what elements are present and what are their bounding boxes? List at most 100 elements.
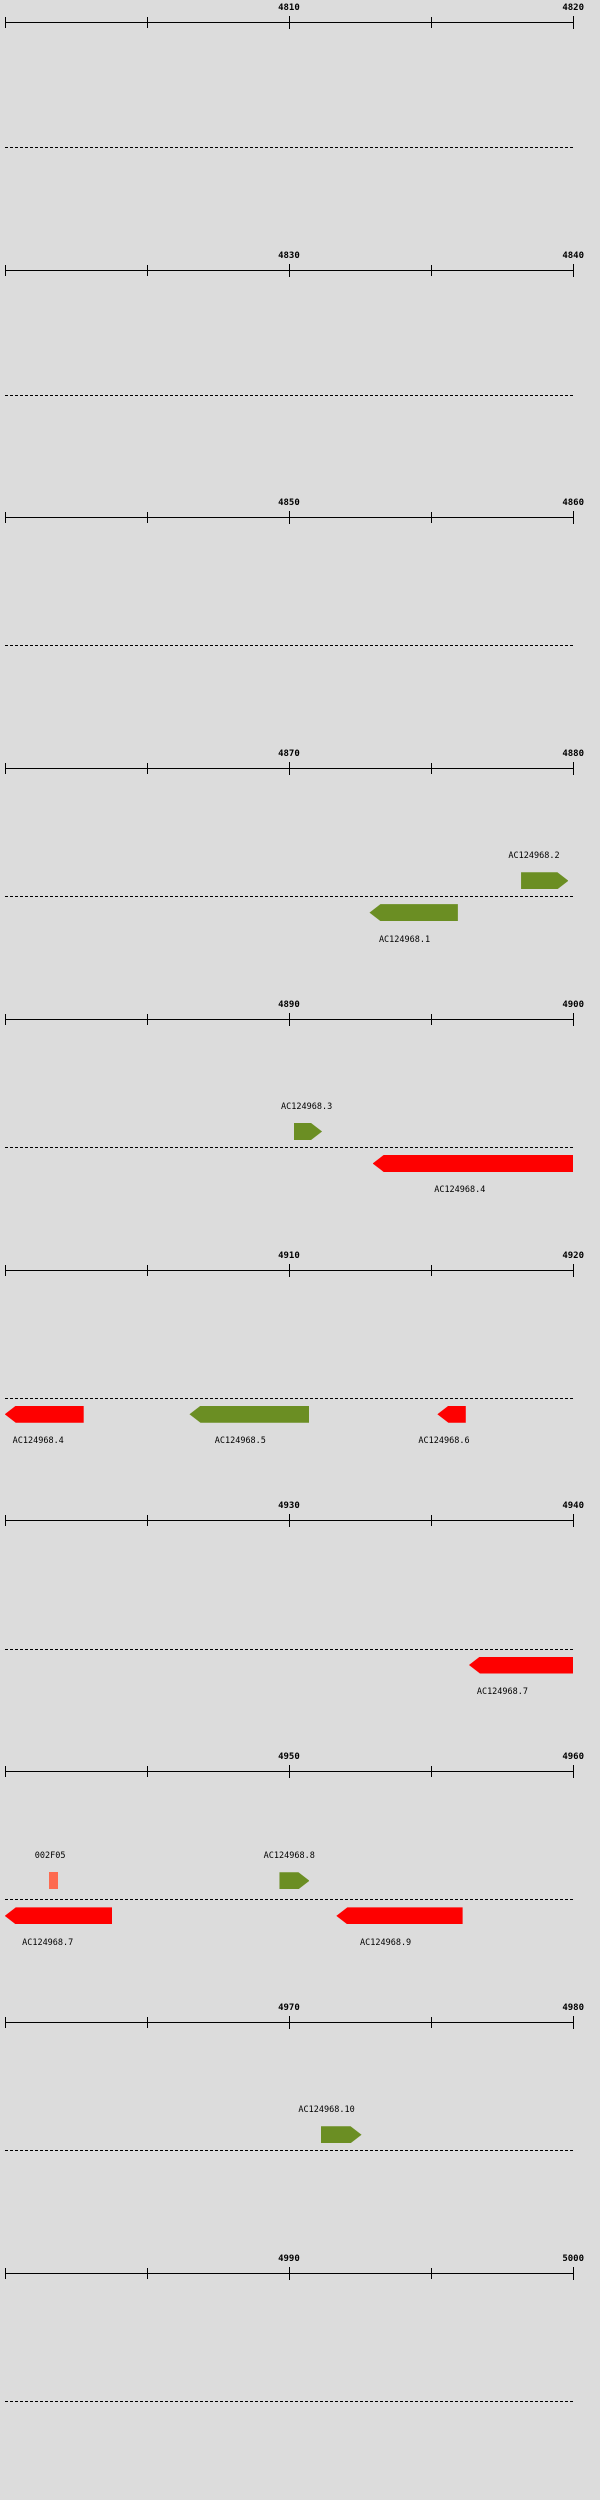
ruler-tick [573,263,575,277]
ruler-tick-label: 4840 [562,250,584,261]
ruler-tick [431,2267,433,2279]
ruler-9: 4970 4980 [0,2000,600,2030]
gene-feature-AC124968.3[interactable] [294,1123,322,1140]
ruler-tick [573,511,575,525]
gene-feature-arrow [437,1405,466,1423]
ruler-tick [4,1013,6,1025]
ruler-tick-label: 4920 [562,1250,584,1261]
ruler-2: 4830 4840 [0,248,600,278]
gene-feature-AC124968.4[interactable] [4,1405,84,1423]
gene-feature-AC124968.4[interactable] [372,1154,574,1172]
ruler-1: 4810 4820 [0,0,600,30]
ruler-tick-label: 4830 [278,250,300,261]
ruler-tick-label: 4970 [278,2003,300,2013]
gene-feature-AC124968.9[interactable] [336,1907,463,1925]
gene-feature-AC124968.6[interactable] [437,1405,466,1423]
ruler-tick [288,511,290,525]
gene-feature-label: AC124968.8 [263,1851,315,1862]
gene-feature-AC124968.2[interactable] [521,872,568,889]
ruler-tick [431,2017,433,2028]
ruler-tick [431,17,433,28]
gene-feature-AC124968.5[interactable] [189,1405,310,1423]
gene-feature-AC124968.10[interactable] [321,2126,362,2143]
gene-feature-AC124968.1[interactable] [369,904,458,922]
ruler-tick [4,1766,6,1778]
gene-feature-label: AC124968.5 [214,1436,266,1447]
ruler-tick [146,512,148,524]
feature-baseline [4,2400,574,2402]
ruler-tick [146,2267,148,2279]
gene-feature-arrow [521,872,568,889]
ruler-tick [573,16,575,29]
ruler-tick [4,763,6,774]
gene-feature-label: AC124968.4 [434,1185,486,1196]
ruler-10: 4990 5000 [0,2251,600,2281]
gene-feature-arrow [321,2126,362,2143]
gene-feature-arrow [372,1154,574,1172]
gene-feature-arrow [4,1907,113,1925]
feature-baseline [4,1397,574,1399]
ruler-tick-label: 4980 [562,2003,584,2013]
feature-baseline [4,1899,574,1901]
ruler-tick [573,2266,575,2280]
gene-feature-arrow [468,1656,574,1674]
ruler-tick [146,1013,148,1025]
ruler-tick [4,1515,6,1527]
ruler-tick [4,17,6,28]
ruler-tick [431,1264,433,1276]
gene-feature-arrow [48,1872,59,1890]
gene-feature-arrow [294,1123,322,1140]
ruler-tick [4,2267,6,2279]
ruler-tick [573,1514,575,1528]
ruler-tick [431,1515,433,1527]
ruler-tick [431,512,433,524]
ruler-tick-label: 4860 [562,498,584,509]
ruler-tick-label: 4940 [562,1501,584,1512]
ruler-tick [146,1766,148,1778]
gene-feature-label: AC124968.10 [298,2105,355,2116]
ruler-tick [146,2017,148,2028]
feature-baseline [4,394,574,396]
ruler-6: 4910 4920 [0,1248,600,1278]
gene-feature-AC124968.7[interactable] [468,1656,574,1674]
ruler-tick-label: 4960 [562,1752,584,1763]
ruler-tick-label: 4890 [278,999,300,1010]
gene-feature-label: 002F05 [34,1851,66,1862]
ruler-tick-label: 4880 [562,749,584,759]
ruler-tick [431,763,433,774]
ruler-tick-label: 4810 [278,3,300,13]
ruler-tick-label: 4950 [278,1752,300,1763]
ruler-tick [4,264,6,276]
ruler-tick [146,1264,148,1276]
gene-feature-arrow [189,1405,310,1423]
ruler-tick [288,1765,290,1779]
ruler-tick [288,2016,290,2029]
ruler-tick [146,264,148,276]
ruler-tick [288,1012,290,1026]
ruler-tick [573,1765,575,1779]
gene-feature-002F05[interactable] [48,1872,59,1890]
ruler-7: 4930 4940 [0,1498,600,1528]
ruler-tick-label: 4870 [278,749,300,759]
gene-feature-AC124968.7[interactable] [4,1907,113,1925]
ruler-4: 4870 4880 [0,746,600,776]
ruler-tick [573,2016,575,2029]
feature-baseline [4,645,574,647]
ruler-tick [431,1013,433,1025]
feature-baseline [4,896,574,898]
gene-feature-label: AC124968.3 [281,1102,333,1113]
ruler-tick [431,1766,433,1778]
ruler-tick [288,263,290,277]
ruler-3: 4850 4860 [0,495,600,525]
gene-feature-label: AC124968.7 [476,1686,529,1697]
feature-baseline [4,146,574,148]
ruler-tick [573,1012,575,1026]
ruler-tick [288,1263,290,1277]
ruler-tick [146,17,148,28]
ruler-5: 4890 4900 [0,997,600,1027]
gene-feature-label: AC124968.1 [378,934,431,945]
ruler-tick-label: 4850 [278,498,300,509]
ruler-tick [4,512,6,524]
gene-feature-AC124968.8[interactable] [279,1872,309,1889]
